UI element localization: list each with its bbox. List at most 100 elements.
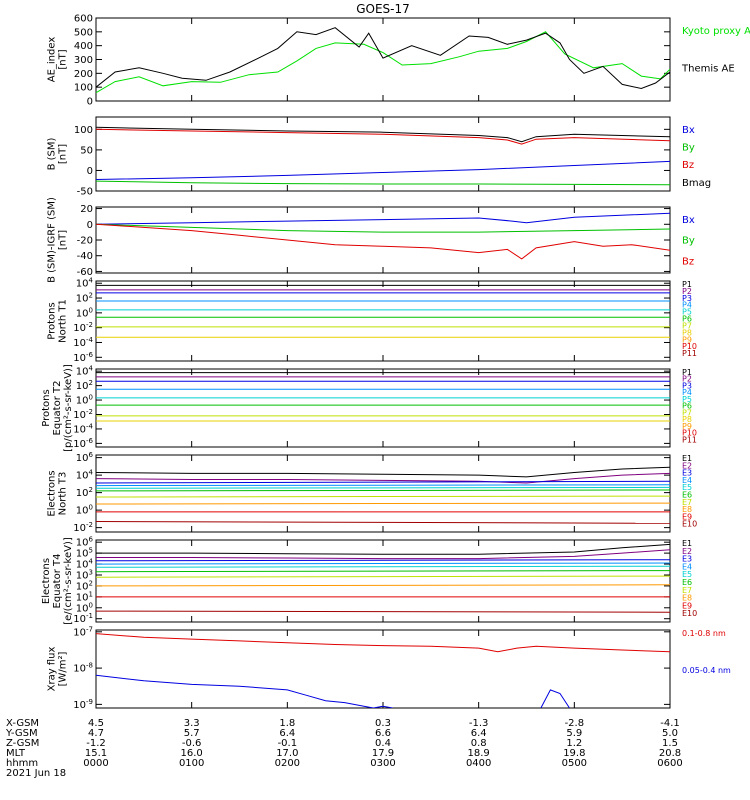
y-tick-label: 102 [76, 292, 93, 305]
y-tick-label: 104 [76, 469, 94, 482]
x-row-value: 5.0 [662, 728, 678, 739]
legend-entry: P9 [682, 335, 692, 344]
x-row-value: 5.7 [184, 728, 200, 739]
x-row-value: 3.3 [184, 718, 200, 729]
legend-entry: Themis AE [681, 64, 735, 75]
y-axis-label: Electrons [47, 470, 58, 516]
legend-entry: P4 [682, 301, 692, 310]
x-row-value: 0400 [466, 758, 491, 769]
legend-entry: E2 [682, 547, 692, 556]
legend-entry: Kyoto proxy AE [682, 26, 750, 37]
y-tick-label: 0 [87, 97, 93, 108]
x-row-label: X-GSM [6, 718, 39, 729]
y-tick-label: 200 [74, 69, 93, 80]
y-tick-label: 400 [74, 41, 93, 52]
plot-frame [95, 629, 671, 709]
legend-entry: 0.1-0.8 nm [682, 629, 726, 638]
plot-frame [95, 368, 671, 448]
legend-entry: P8 [682, 328, 692, 337]
panel-2: -50 0 50 100 B (SM) [nT] Bx By Bz Bmag [47, 116, 711, 198]
y-axis-label: B (SM) [47, 137, 58, 170]
legend-entry: P10 [682, 342, 697, 351]
x-row-value: 6.4 [279, 728, 295, 739]
x-row-value: 18.9 [468, 748, 490, 759]
legend-entry: E2 [682, 461, 692, 470]
legend-entry: E10 [682, 520, 697, 529]
series-line-e1 [96, 466, 670, 478]
y-tick-label: 20 [80, 204, 93, 215]
legend-entry: P5 [682, 395, 692, 404]
y-axis-label: North T3 [58, 472, 69, 516]
y-axis-label: [nT] [58, 230, 69, 250]
series-line-e6 [96, 570, 670, 573]
legend-entry: P11 [682, 349, 697, 358]
legend-entry: E5 [682, 483, 692, 492]
series-line-0-05-0-4-nm [96, 674, 393, 708]
x-row-value: 0.8 [471, 738, 487, 749]
legend-entry: E3 [682, 555, 692, 564]
x-row-value: 16.0 [181, 748, 203, 759]
series-line-themis-ae [96, 27, 670, 90]
x-row-value: 0600 [657, 758, 682, 769]
y-tick-label: -20 [77, 236, 93, 247]
legend-entry: E4 [682, 476, 692, 485]
x-row-value: 5.9 [566, 728, 582, 739]
legend-entry: 0.05-0.4 nm [682, 666, 731, 675]
y-axis-label: Equator T4 [52, 554, 63, 609]
y-tick-label: 10-2 [73, 321, 93, 334]
legend-entry: Bx [682, 215, 695, 226]
legend-entry: P3 [682, 294, 692, 303]
series-line-bx [96, 160, 670, 180]
y-tick-label: 10-1 [73, 612, 93, 625]
x-row-value: -1.3 [469, 718, 489, 729]
legend-entry: P4 [682, 388, 692, 397]
legend-entry: By [682, 143, 695, 154]
x-row-value: -0.6 [182, 738, 202, 749]
x-row-value: 6.4 [471, 728, 487, 739]
legend-entry: E1 [682, 539, 692, 548]
legend-entry: P7 [682, 321, 692, 330]
x-row-value: 1.8 [279, 718, 295, 729]
y-tick-label: 10-9 [73, 698, 93, 711]
x-row-value: -4.1 [660, 718, 680, 729]
y-tick-label: 10-2 [73, 521, 93, 534]
y-tick-label: 100 [76, 504, 93, 517]
y-tick-label: 102 [76, 379, 93, 392]
date-label: 2021 Jun 18 [6, 768, 66, 779]
legend-entry: E6 [682, 491, 692, 500]
y-tick-label: 10-6 [73, 437, 93, 450]
legend-entry: P2 [682, 375, 692, 384]
series-line-by [96, 180, 670, 186]
series-line-e4 [96, 484, 670, 487]
y-tick-label: 104 [76, 277, 94, 290]
y-tick-label: 500 [74, 27, 93, 38]
series-line-e2 [96, 549, 670, 560]
legend-entry: P7 [682, 408, 692, 417]
series-line-e6 [96, 489, 670, 492]
plot-frame [95, 17, 671, 102]
series-line-by [96, 223, 670, 233]
x-row-value: 0200 [275, 758, 300, 769]
legend-entry: E6 [682, 578, 692, 587]
panel-3: -60 -40 -20 0 20 B (SM)-IGRF (SM) [nT] Bx By Bz [47, 197, 695, 283]
series-line-e5 [96, 565, 670, 568]
legend-entry: P3 [682, 381, 692, 390]
series-line-e10 [96, 521, 670, 524]
plot-frame [95, 116, 671, 192]
y-axis-label: Protons [41, 389, 52, 426]
x-row-value: 4.7 [88, 728, 104, 739]
y-tick-label: 0 [87, 166, 93, 177]
y-axis-label: [W/m²] [58, 651, 69, 686]
x-row-label: hhmm [6, 758, 38, 769]
x-row-value: 6.6 [375, 728, 391, 739]
x-row-value: -0.1 [278, 738, 298, 749]
panel-1: 0 100 200 300 400 500 600 AE_index [nT] Kyoto pro… [47, 14, 750, 108]
legend-entry: P1 [682, 280, 692, 289]
x-row-value: 0.3 [375, 718, 391, 729]
legend-entry: By [682, 236, 695, 247]
legend-entry: P10 [682, 429, 697, 438]
y-tick-label: 0 [87, 220, 93, 231]
x-row-value: 1.2 [566, 738, 582, 749]
x-row-label: Z-GSM [6, 738, 39, 749]
